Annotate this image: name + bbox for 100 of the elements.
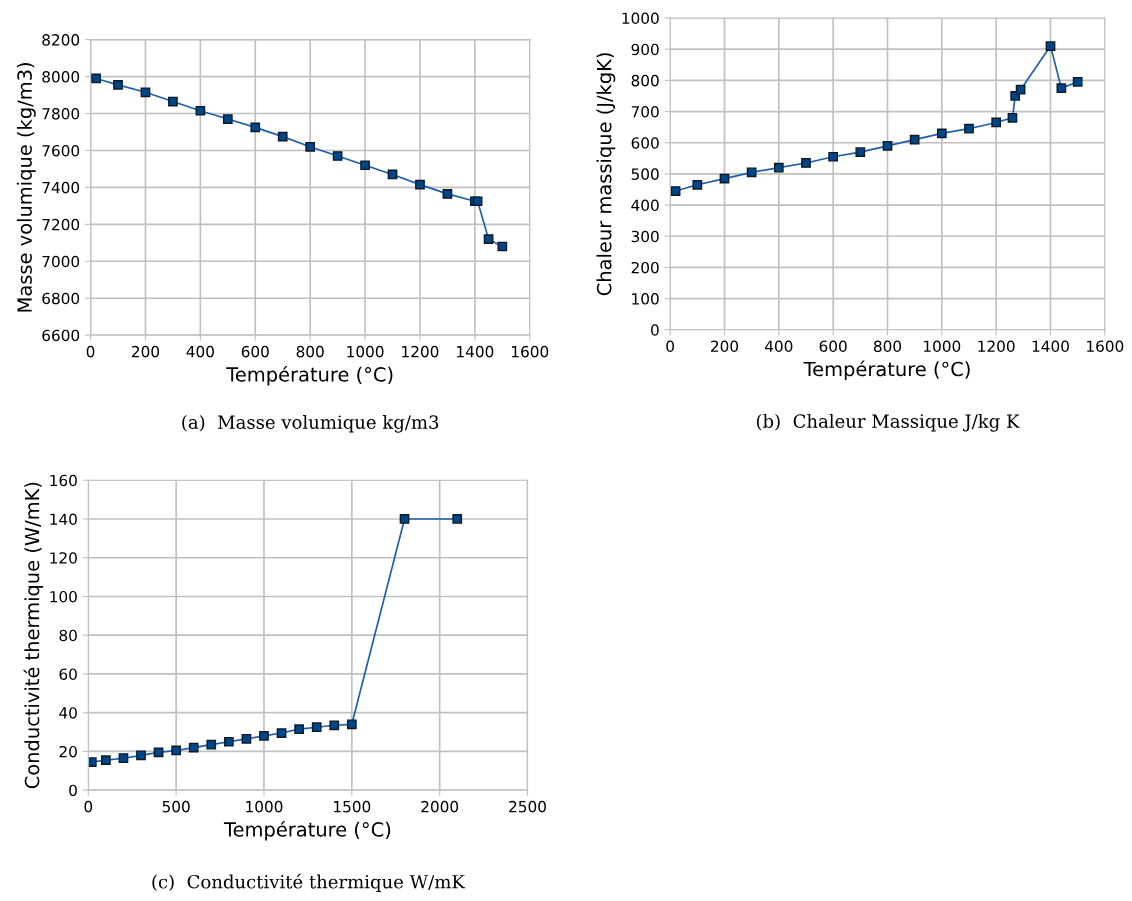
point (168, 96, 178, 107)
x-tick-label: 1400 (1032, 340, 1069, 353)
point (442, 189, 453, 199)
x-tick-label: 1200 (978, 340, 1015, 353)
point (855, 147, 866, 157)
y-tick-label: 20 (59, 745, 77, 758)
point (773, 162, 784, 173)
point (195, 105, 206, 116)
point (329, 720, 340, 731)
text: (a) Masse volumique kg/m3 (182, 414, 439, 433)
point (964, 123, 974, 134)
x-axis-title: Température (°C) (226, 365, 393, 386)
point (88, 757, 97, 767)
x-tick-label: 600 (819, 340, 847, 353)
x-tick-label: 1600 (1087, 340, 1124, 353)
y-tick-label: 7600 (42, 144, 80, 157)
point (259, 731, 269, 741)
point (91, 73, 101, 84)
point (136, 750, 146, 761)
y-tick-label: 7200 (42, 218, 80, 231)
point (346, 719, 357, 730)
point (250, 122, 261, 133)
y-tick-label: 300 (631, 230, 659, 243)
point (497, 241, 508, 252)
y-tick-label: 0 (651, 324, 659, 336)
x-tick-label: 400 (764, 340, 793, 353)
point (801, 158, 811, 168)
x-tick-label: 800 (296, 345, 324, 358)
point (1045, 41, 1056, 51)
point (1056, 83, 1067, 94)
y-tick-label: 100 (632, 293, 659, 305)
x-tick-label: 1000 (924, 340, 961, 353)
x-tick-label: 200 (711, 340, 739, 353)
point (415, 179, 425, 190)
x-tick-label: 1200 (402, 345, 439, 358)
x-tick-label: 2500 (509, 800, 546, 813)
point (1007, 112, 1018, 123)
y-tick-label: 0 (69, 784, 77, 797)
y-tick-label: 140 (50, 513, 77, 525)
x-tick-label: 0 (84, 800, 93, 813)
y-tick-label: 700 (631, 106, 659, 118)
point (670, 186, 681, 196)
point (294, 724, 304, 735)
y-tick-label: 8000 (42, 71, 80, 83)
y-tick-label: 7800 (42, 107, 80, 120)
point (828, 151, 839, 162)
point (206, 739, 217, 750)
y-tick-label: 6600 (42, 329, 80, 342)
point (277, 131, 288, 142)
point (882, 140, 893, 151)
x-tick-label: 500 (162, 800, 190, 813)
y-axis-title: Chaleur massique (J/kgK) (596, 53, 616, 296)
text: (c) Conductivité thermique W/mK (152, 873, 466, 893)
point (452, 514, 463, 524)
point (399, 514, 410, 524)
y-tick-label: 80 (59, 629, 77, 642)
point (222, 114, 233, 124)
y-tick-label: 1000 (622, 12, 659, 25)
x-tick-label: 0 (666, 340, 674, 353)
y-axis-title: Conductivité thermique (W/mK) (23, 482, 44, 789)
x-tick-label: 0 (86, 345, 95, 358)
x-tick-label: 1400 (457, 345, 494, 358)
point (118, 753, 129, 764)
y-tick-label: 160 (50, 474, 77, 487)
point (936, 128, 947, 139)
point (991, 117, 1002, 128)
x-axis-title: Température (°C) (223, 820, 391, 841)
y-tick-label: 8200 (42, 34, 80, 46)
y-tick-label: 900 (631, 43, 659, 56)
point (311, 722, 322, 733)
x-axis-title: Température (°C) (803, 360, 970, 381)
point (241, 733, 252, 744)
point (101, 755, 111, 766)
y-tick-label: 400 (631, 199, 659, 212)
point (692, 179, 703, 190)
y-tick-label: 800 (631, 74, 659, 87)
y-axis-title: Masse volumique (kg/m3) (16, 63, 36, 312)
y-tick-label: 200 (631, 261, 659, 274)
point (113, 80, 123, 90)
point (483, 234, 494, 244)
x-tick-label: 2000 (421, 800, 459, 813)
x-tick-label: 400 (186, 345, 214, 358)
point (188, 742, 199, 753)
point (360, 160, 370, 171)
point (140, 87, 151, 98)
y-tick-label: 6800 (42, 292, 80, 305)
x-tick-label: 1000 (347, 345, 384, 358)
y-tick-label: 60 (59, 668, 77, 680)
point (1015, 84, 1026, 95)
x-tick-label: 1600 (512, 345, 549, 358)
point (909, 134, 920, 145)
y-tick-label: 600 (631, 137, 659, 149)
text: (b) Chaleur Massique J/kg K (756, 413, 1020, 432)
y-tick-label: 500 (631, 168, 659, 180)
point (746, 167, 757, 178)
y-tick-label: 100 (50, 590, 77, 603)
point (276, 728, 287, 738)
x-tick-label: 600 (241, 345, 269, 358)
point (305, 141, 316, 152)
x-tick-label: 800 (873, 340, 902, 353)
